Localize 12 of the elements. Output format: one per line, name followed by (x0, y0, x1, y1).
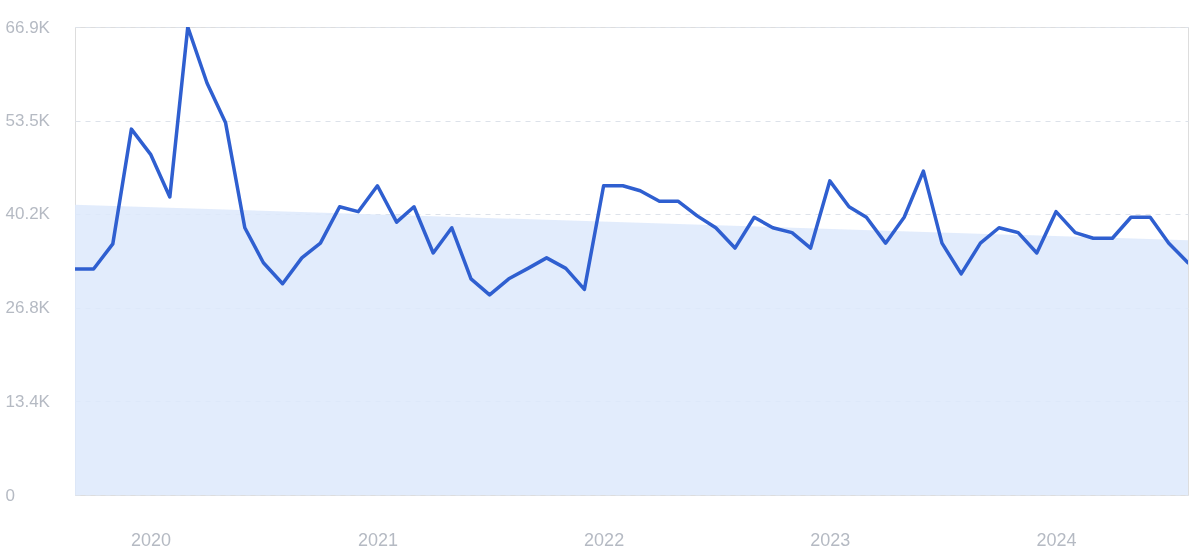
y-tick-label: 13.4K (5, 391, 51, 411)
y-tick-label: 66.9K (5, 17, 51, 37)
x-tick-label: 2023 (810, 529, 851, 550)
y-tick-label: 53.5K (5, 111, 51, 131)
x-tick-label: 2022 (584, 529, 625, 550)
x-tick-label: 2024 (1036, 529, 1077, 550)
y-tick-label: 26.8K (5, 298, 51, 318)
x-tick-label: 2020 (131, 529, 172, 550)
x-tick-label: 2021 (357, 529, 398, 550)
y-tick-label: 0 (5, 485, 15, 505)
line-series (75, 27, 1188, 297)
y-tick-label: 40.2K (5, 204, 51, 224)
